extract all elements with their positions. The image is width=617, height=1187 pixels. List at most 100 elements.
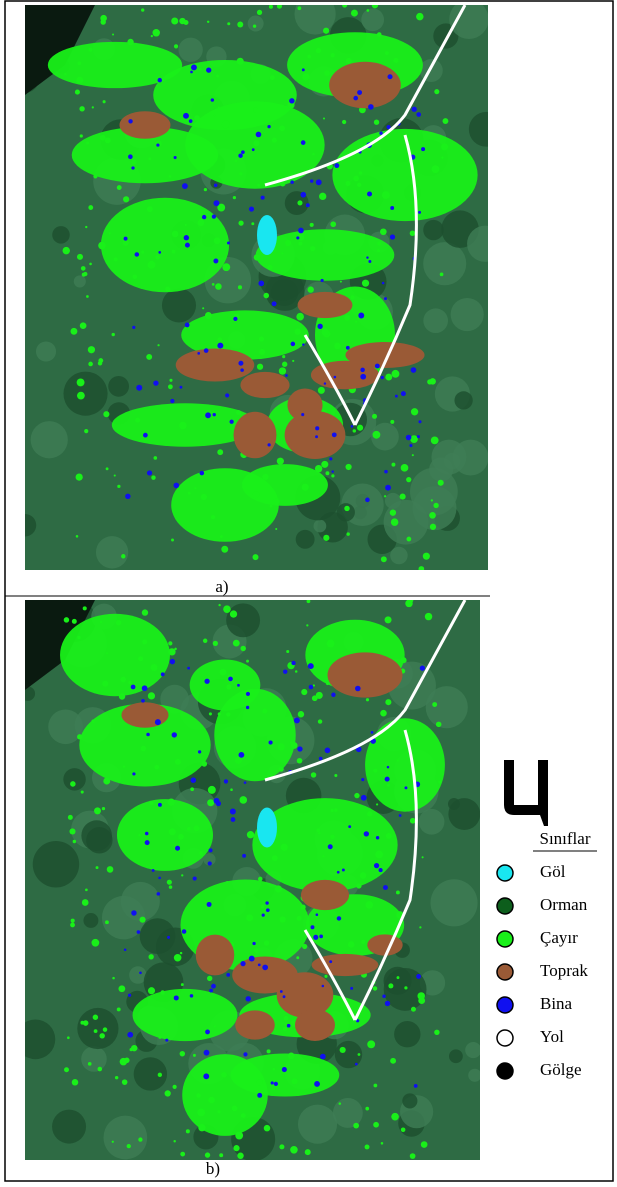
meadow-speck bbox=[148, 157, 151, 160]
meadow-speck bbox=[253, 107, 258, 112]
meadow-speck bbox=[292, 360, 294, 362]
meadow-speck bbox=[367, 9, 370, 12]
building-speck bbox=[246, 692, 250, 696]
meadow-speck bbox=[233, 196, 236, 199]
building-speck bbox=[379, 868, 383, 872]
forest-texture bbox=[81, 820, 112, 851]
meadow-speck bbox=[430, 378, 436, 384]
meadow-speck bbox=[117, 1007, 121, 1011]
meadow-speck bbox=[253, 140, 259, 146]
meadow-speck bbox=[253, 24, 256, 27]
legend-swatch bbox=[497, 1030, 513, 1046]
building-speck bbox=[285, 374, 288, 377]
meadow-speck bbox=[64, 73, 67, 76]
building-speck bbox=[238, 361, 243, 366]
meadow-speck bbox=[380, 710, 387, 717]
forest-texture bbox=[134, 1057, 167, 1090]
meadow-speck bbox=[318, 832, 321, 835]
forest-texture bbox=[52, 226, 70, 244]
meadow-speck bbox=[173, 1085, 177, 1089]
forest-texture bbox=[384, 500, 429, 545]
forest-texture bbox=[449, 1049, 463, 1063]
meadow-speck bbox=[298, 711, 304, 717]
building-speck bbox=[167, 936, 170, 939]
building-speck bbox=[238, 153, 242, 157]
soil-patch bbox=[367, 934, 402, 955]
building-speck bbox=[296, 236, 299, 239]
forest-texture bbox=[469, 112, 504, 147]
building-speck bbox=[342, 868, 345, 871]
meadow-speck bbox=[237, 1153, 243, 1159]
meadow-speck bbox=[327, 640, 335, 648]
meadow-speck bbox=[355, 321, 357, 323]
meadow-speck bbox=[423, 553, 430, 560]
building-speck bbox=[351, 425, 354, 428]
meadow-speck bbox=[75, 90, 80, 95]
meadow-speck bbox=[286, 650, 289, 653]
meadow-speck bbox=[86, 295, 89, 298]
building-speck bbox=[249, 956, 255, 962]
meadow-speck bbox=[410, 435, 418, 443]
north-arrow bbox=[504, 760, 548, 826]
meadow-speck bbox=[154, 765, 159, 770]
building-speck bbox=[185, 243, 190, 248]
meadow-speck bbox=[241, 1113, 246, 1118]
meadow-speck bbox=[390, 1058, 396, 1064]
building-speck bbox=[291, 342, 296, 347]
meadow-speck bbox=[356, 883, 361, 888]
meadow-speck bbox=[127, 39, 133, 45]
building-speck bbox=[358, 313, 364, 319]
meadow-speck bbox=[112, 33, 114, 35]
legend-swatch bbox=[497, 1063, 513, 1079]
forest-texture bbox=[423, 242, 466, 285]
building-speck bbox=[258, 281, 264, 287]
meadow-speck bbox=[357, 183, 361, 187]
meadow-speck bbox=[123, 240, 129, 246]
building-speck bbox=[368, 260, 371, 263]
soil-patch bbox=[235, 1010, 275, 1039]
building-speck bbox=[350, 987, 353, 990]
meadow-speck bbox=[77, 392, 85, 400]
meadow-speck bbox=[301, 689, 307, 695]
meadow-patch bbox=[252, 798, 397, 892]
building-speck bbox=[240, 368, 244, 372]
meadow-speck bbox=[440, 272, 444, 276]
meadow-speck bbox=[214, 1025, 216, 1027]
soil-patch bbox=[234, 412, 277, 458]
building-speck bbox=[172, 732, 177, 737]
building-speck bbox=[187, 667, 190, 670]
meadow-speck bbox=[105, 920, 109, 924]
meadow-speck bbox=[297, 6, 301, 10]
meadow-speck bbox=[122, 1079, 128, 1085]
building-speck bbox=[256, 132, 262, 138]
building-speck bbox=[212, 215, 216, 219]
meadow-speck bbox=[384, 495, 386, 497]
meadow-speck bbox=[213, 641, 218, 646]
soil-patch bbox=[121, 702, 168, 727]
building-speck bbox=[308, 663, 314, 669]
forest-texture bbox=[423, 220, 443, 240]
meadow-speck bbox=[180, 1152, 185, 1157]
building-speck bbox=[353, 96, 358, 101]
building-speck bbox=[395, 395, 398, 398]
meadow-speck bbox=[194, 487, 196, 489]
figure: a) b) Sınıflar GölOrmanÇayırToprakBinaYo… bbox=[0, 0, 617, 1182]
meadow-speck bbox=[411, 1007, 416, 1012]
meadow-speck bbox=[421, 1141, 428, 1148]
meadow-speck bbox=[430, 524, 436, 530]
soil-patch bbox=[298, 292, 353, 318]
meadow-speck bbox=[151, 475, 155, 479]
building-speck bbox=[385, 777, 390, 782]
meadow-speck bbox=[307, 55, 311, 59]
meadow-speck bbox=[305, 1149, 311, 1155]
meadow-speck bbox=[373, 431, 381, 439]
meadow-speck bbox=[181, 983, 184, 986]
legend-label: Yol bbox=[540, 1027, 564, 1046]
building-speck bbox=[225, 393, 229, 397]
meadow-speck bbox=[323, 118, 325, 120]
meadow-speck bbox=[425, 613, 432, 620]
meadow-speck bbox=[85, 226, 87, 228]
meadow-speck bbox=[340, 281, 342, 283]
building-speck bbox=[268, 443, 271, 446]
building-speck bbox=[174, 156, 177, 159]
